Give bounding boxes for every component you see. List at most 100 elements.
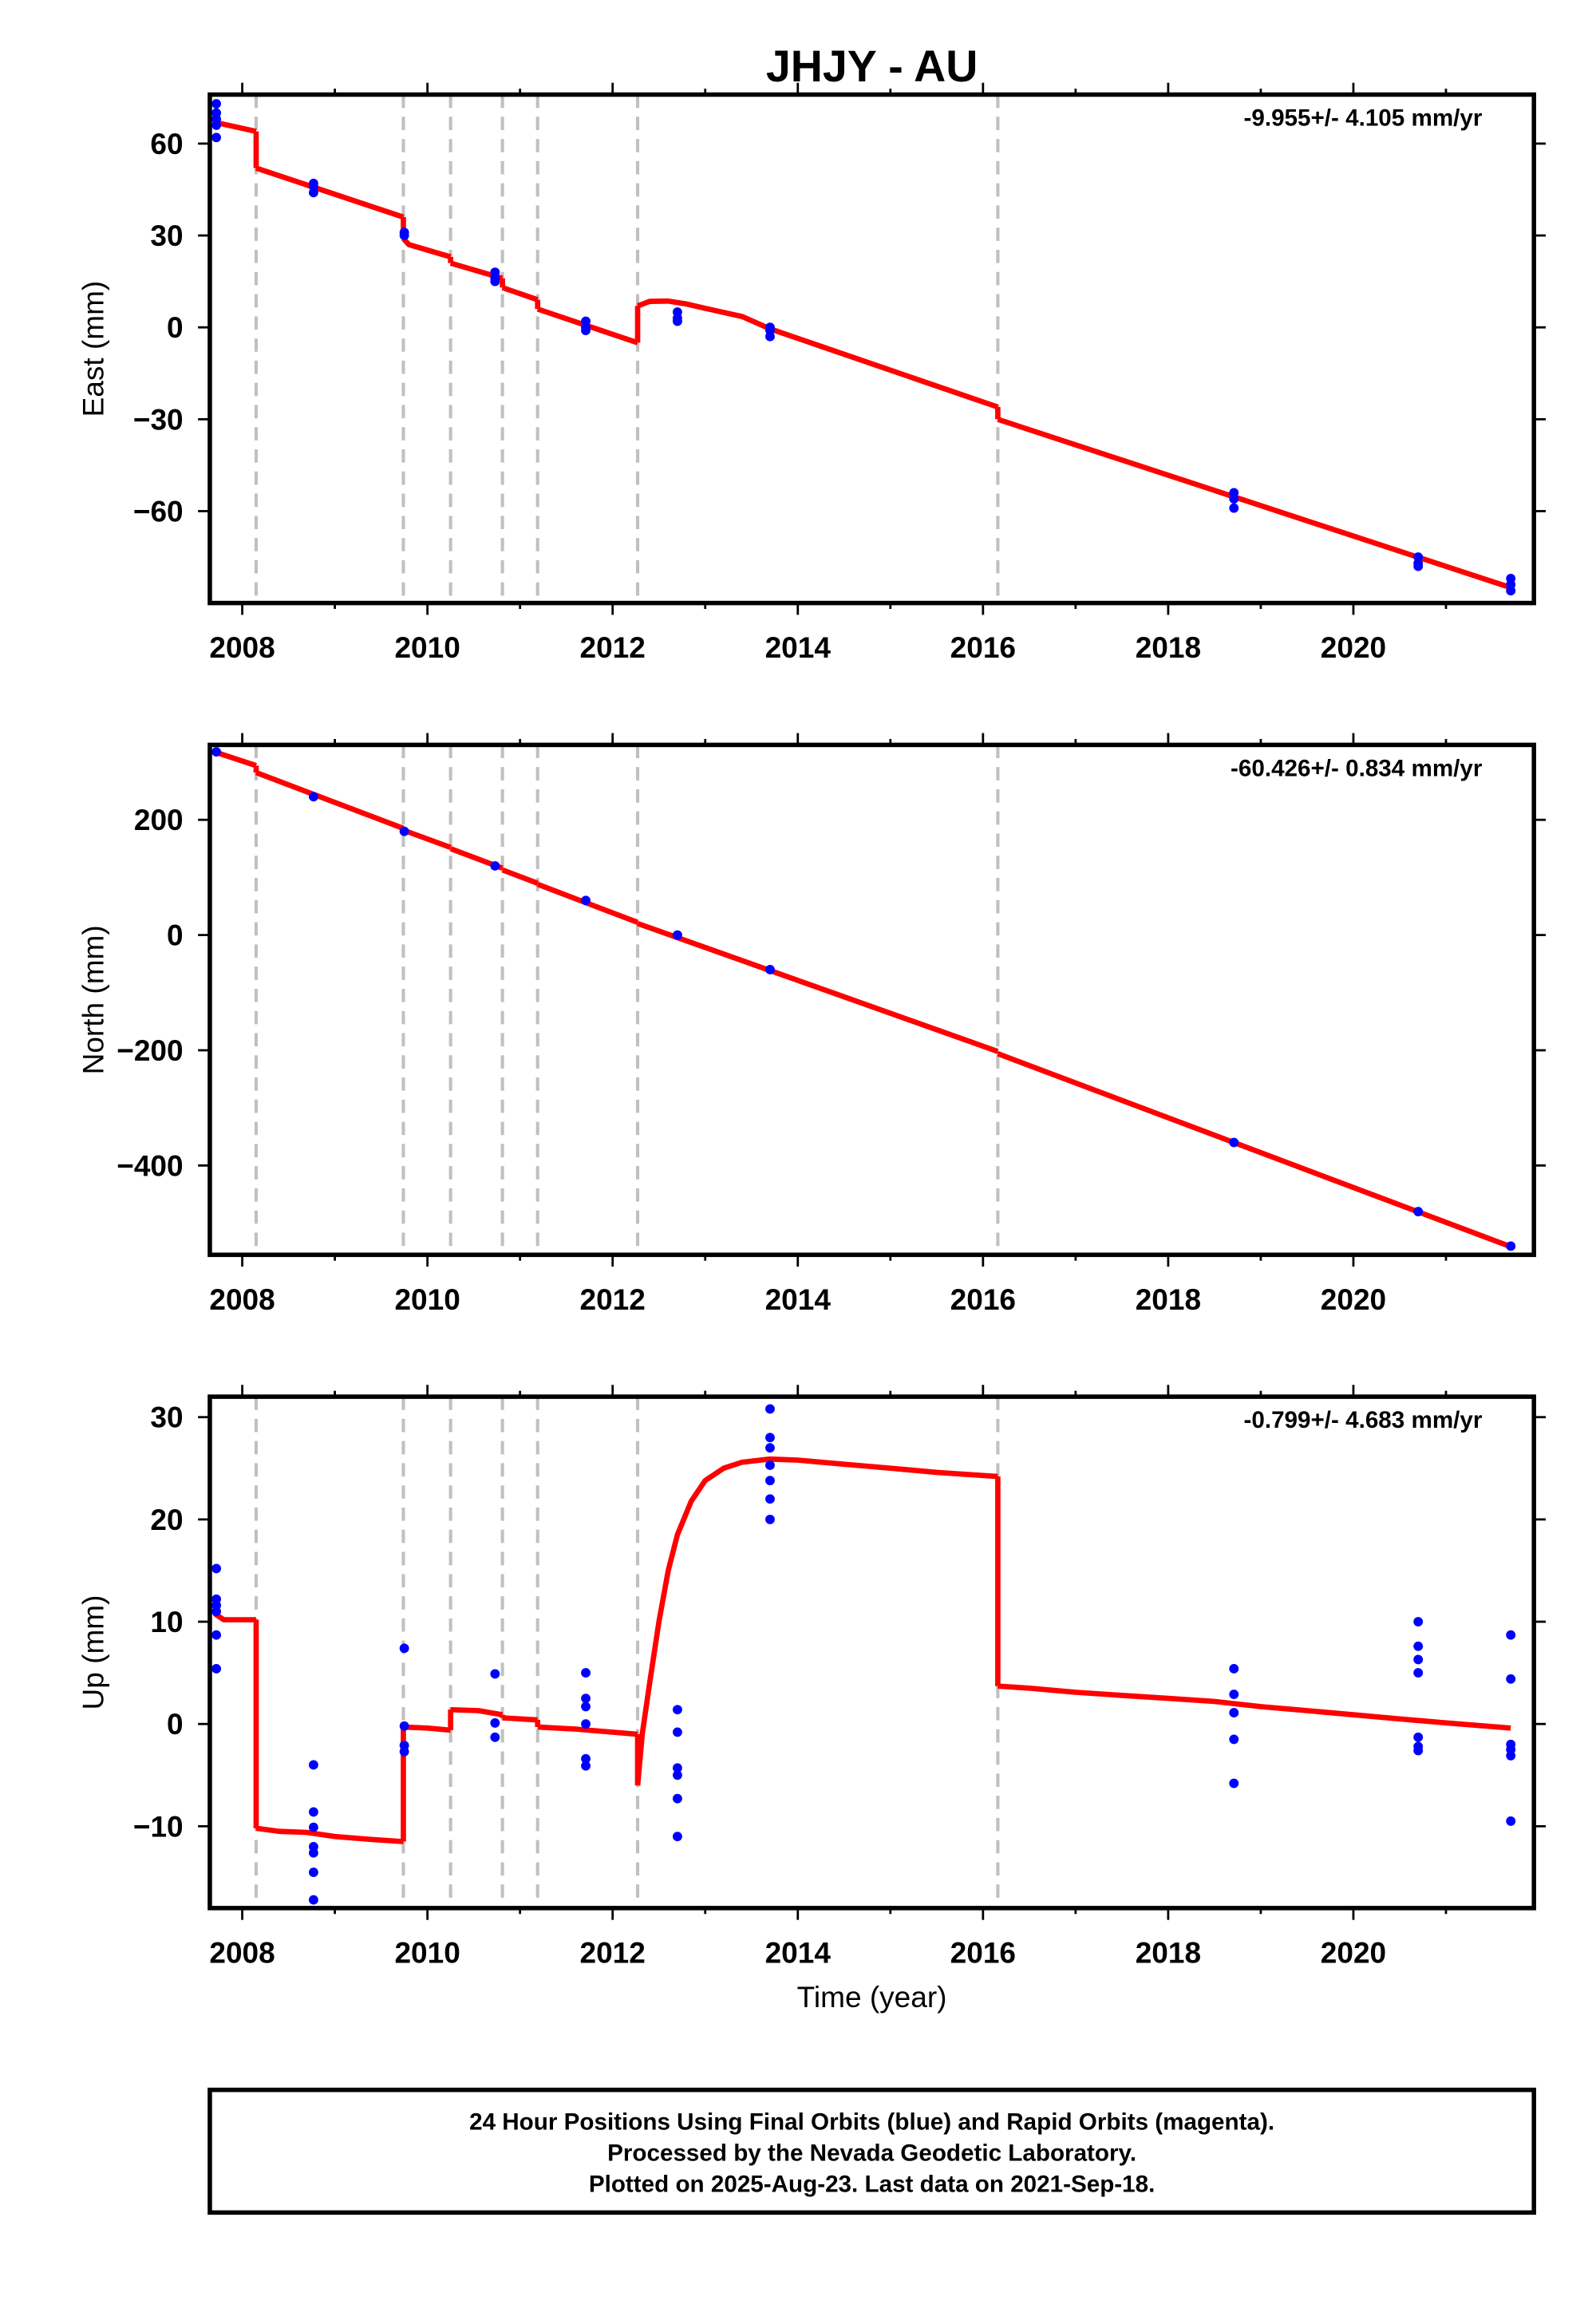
north-model-segment-7 [997,1051,1512,1250]
up-y-tick-label-4: −10 [133,1809,184,1843]
east-model-segment-1 [255,165,405,220]
up-data-point-11 [308,1867,318,1877]
north-data-point-1 [308,792,318,802]
up-data-point-6 [308,1760,318,1770]
east-data-point-23 [1229,494,1239,504]
east-y-tick-label-3: −30 [133,402,184,436]
up-model-segment-0 [212,1611,256,1622]
east-data-point-7 [308,188,318,198]
east-panel: 2008 2010 2012 2014 2016 2018 2020 60 30 0 −30 −60 E… [77,82,1547,664]
up-data-point-18 [490,1717,500,1728]
east-data-point-3 [211,120,222,130]
north-model-segment-0 [213,749,257,769]
up-y-tick-label-1: 20 [150,1503,183,1536]
north-y-axis-label: North (mm) [77,925,110,1074]
up-data-point-42 [1229,1734,1239,1745]
up-data-point-28 [672,1763,682,1773]
up-data-point-37 [765,1494,775,1504]
up-data-point-41 [1229,1708,1239,1718]
up-data-point-4 [211,1630,222,1640]
up-model-segment-1 [255,1825,404,1844]
up-panel: 2008 2010 2012 2014 2016 2018 20203020100−10Up… [77,1385,1547,1969]
up-x-tick-label-0: 2008 [209,1935,275,1969]
north-data-point-2 [399,826,409,836]
east-y-tick-label-2: 0 [167,310,184,344]
north-model-segment-6 [636,920,999,1054]
north-data-point-9 [1506,1241,1516,1251]
up-data-point-24 [581,1753,591,1764]
up-x-tick-label-3: 2014 [765,1935,832,1969]
north-x-tick-label-4: 2016 [950,1282,1016,1316]
north-model-segment-1 [255,769,405,832]
east-model-segment-7 [997,417,1512,591]
up-data-point-32 [765,1404,775,1414]
east-data-point-4 [211,132,222,143]
east-rate-label: -9.955+/- 4.105 mm/yr [1243,105,1482,131]
north-data-point-4 [581,895,591,906]
east-data-point-0 [211,99,222,109]
north-x-tick-label-0: 2008 [209,1282,275,1316]
east-data-point-18 [672,316,682,326]
up-data-point-38 [765,1514,775,1524]
east-data-point-12 [490,276,500,287]
north-y-tick-label-1: 0 [167,919,184,952]
up-data-point-29 [672,1770,682,1780]
footer-box: 24 Hour Positions Using Final Orbits (bl… [207,2087,1536,2215]
up-model-segment-6 [634,1456,998,1786]
up-x-tick-label-6: 2020 [1321,1935,1386,1969]
up-data-point-12 [308,1895,318,1905]
east-data-point-24 [1229,503,1239,513]
up-data-point-13 [399,1643,409,1654]
up-data-point-25 [581,1761,591,1771]
up-model-segment-2 [403,1724,451,1733]
north-data-point-3 [490,861,500,871]
east-x-tick-label-4: 2016 [950,630,1016,664]
east-x-tick-label-5: 2018 [1136,630,1201,664]
up-data-point-10 [308,1848,318,1858]
up-data-point-40 [1229,1690,1239,1699]
north-data-point-8 [1413,1207,1424,1217]
up-data-point-14 [399,1721,409,1731]
up-data-point-51 [1506,1630,1516,1640]
up-x-tick-label-5: 2018 [1136,1935,1201,1969]
up-data-point-22 [581,1701,591,1712]
up-data-point-19 [490,1732,500,1742]
up-y-tick-label-3: 0 [167,1707,184,1741]
east-x-tick-label-2: 2012 [580,630,646,664]
up-x-tick-label-1: 2010 [394,1935,460,1969]
east-x-tick-label-0: 2008 [209,630,275,664]
up-y-tick-label-2: 10 [150,1605,183,1638]
footer-line-1: 24 Hour Positions Using Final Orbits (bl… [469,2109,1274,2136]
up-data-point-56 [1506,1816,1516,1826]
north-data-point-0 [211,747,222,757]
north-plot-frame [207,742,1536,1258]
east-y-tick-label-1: 30 [150,219,183,252]
chart-title: JHJY - AU [766,41,978,91]
east-y-tick-label-0: 60 [150,127,183,160]
north-model-segment-4 [501,867,539,886]
up-data-point-7 [308,1807,318,1817]
north-y-tick-label-3: −400 [117,1148,183,1182]
up-data-point-50 [1413,1745,1424,1756]
north-y-tick-label-2: −200 [117,1034,183,1067]
north-data-point-7 [1229,1137,1239,1148]
up-data-point-5 [211,1664,222,1674]
east-data-point-27 [1413,561,1424,571]
north-x-tick-label-6: 2020 [1321,1282,1386,1316]
up-data-point-26 [672,1705,682,1715]
north-x-tick-label-1: 2010 [394,1282,460,1316]
up-data-point-33 [765,1433,775,1443]
up-data-point-36 [765,1476,775,1486]
east-model-segment-0 [213,119,257,134]
up-data-point-30 [672,1793,682,1804]
east-y-tick-label-4: −60 [133,494,184,528]
footer-line-2: Processed by the Nevada Geodetic Laborat… [607,2140,1136,2167]
up-data-point-45 [1413,1641,1424,1651]
east-y-axis-label: East (mm) [77,281,110,417]
up-data-point-23 [581,1719,591,1729]
up-data-point-17 [490,1669,500,1679]
north-data-point-6 [765,965,775,974]
east-data-point-15 [581,326,591,335]
up-data-point-3 [211,1607,222,1617]
up-data-point-34 [765,1443,775,1453]
